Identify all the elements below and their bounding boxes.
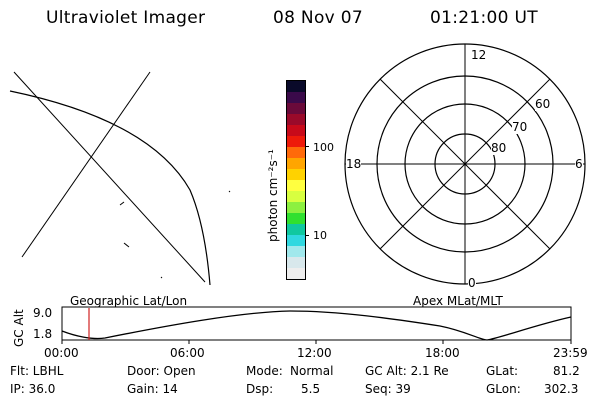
lat-label-70: 70 — [512, 120, 528, 134]
pixel-mark — [123, 242, 130, 248]
colorbar-segment — [287, 158, 305, 169]
time-tick-label: 12:00 — [297, 346, 332, 360]
ip-readout: IP: 36.0 — [10, 382, 56, 396]
polar-ring-60 — [376, 75, 554, 253]
lat-label-80: 80 — [491, 141, 507, 155]
mlt-label-right: 6 — [575, 157, 583, 171]
grid-line-a — [21, 71, 151, 258]
colorbar-segment — [287, 92, 305, 103]
glat-value: 81.2 — [553, 364, 580, 378]
colorbar-segment — [287, 81, 305, 92]
colorbar-tick-label: 10 — [313, 229, 327, 242]
glon-label: GLon: — [486, 382, 521, 396]
colorbar-segment — [287, 125, 305, 136]
time-tick-label: 18:00 — [425, 346, 460, 360]
dsp-label: Dsp: — [246, 382, 274, 396]
altitude-curve — [61, 310, 572, 341]
mlt-label-bottom: 0 — [468, 276, 476, 290]
apex-coord-label: Apex MLat/MLT — [413, 294, 503, 308]
grid-line-b — [13, 71, 206, 283]
glon-value: 302.3 — [544, 382, 579, 396]
polar-ring-70 — [404, 103, 526, 225]
mlt-diagonal — [379, 78, 551, 250]
time-tick-label: 23:59 — [553, 346, 588, 360]
door-readout: Door: Open — [127, 364, 196, 378]
colorbar-segment — [287, 136, 305, 147]
gain-readout: Gain: 14 — [127, 382, 178, 396]
colorbar-segment — [287, 191, 305, 202]
colorbar-segment — [287, 213, 305, 224]
mlt-label-top: 12 — [470, 48, 488, 62]
pixel-mark — [228, 190, 231, 193]
polar-ring-outer — [344, 43, 586, 285]
time-tick-label: 00:00 — [44, 346, 79, 360]
observation-date: 08 Nov 07 — [273, 8, 363, 28]
mlt-label-left: 18 — [346, 157, 362, 171]
colorbar-segment — [287, 257, 305, 268]
glat-label: GLat: — [486, 364, 519, 378]
colorbar-tick — [305, 235, 309, 236]
timeline-frame — [61, 306, 572, 341]
geographic-coord-label: Geographic Lat/Lon — [70, 294, 188, 308]
colorbar-segment — [287, 235, 305, 246]
colorbar-segment — [287, 268, 305, 279]
colorbar-tick — [305, 146, 309, 147]
colorbar-segment — [287, 103, 305, 114]
lat-label-60: 60 — [535, 97, 551, 111]
filter-readout: Flt: LBHL — [10, 364, 64, 378]
colorbar-segment — [287, 180, 305, 191]
intensity-colorbar — [286, 80, 306, 280]
polar-ring-80 — [434, 133, 496, 195]
altitude-tick-label: 9.0 — [33, 306, 53, 320]
colorbar-segment — [287, 147, 305, 158]
mode-value: Normal — [290, 364, 334, 378]
colorbar-segment — [287, 224, 305, 235]
time-tick-label: 06:00 — [170, 346, 205, 360]
pixel-mark — [119, 201, 125, 206]
colorbar-segment — [287, 114, 305, 125]
gc-alt-readout: GC Alt: 2.1 Re — [365, 364, 449, 378]
pixel-mark — [160, 276, 163, 279]
colorbar-unit-label: photon cm⁻²s⁻¹ — [266, 149, 280, 242]
colorbar-segment — [287, 169, 305, 180]
mlt-diagonal — [379, 78, 551, 250]
dsp-value: 5.5 — [301, 382, 321, 396]
observation-time: 01:21:00 UT — [430, 8, 538, 28]
colorbar-segment — [287, 202, 305, 213]
seq-readout: Seq: 39 — [365, 382, 411, 396]
instrument-title: Ultraviolet Imager — [46, 8, 206, 28]
altitude-tick-label: 1.8 — [33, 327, 53, 341]
mode-label: Mode: — [246, 364, 283, 378]
earth-limb-arc — [9, 90, 211, 286]
colorbar-segment — [287, 246, 305, 257]
altitude-axis-title: GC Alt — [12, 309, 26, 347]
colorbar-tick-label: 100 — [313, 141, 334, 154]
